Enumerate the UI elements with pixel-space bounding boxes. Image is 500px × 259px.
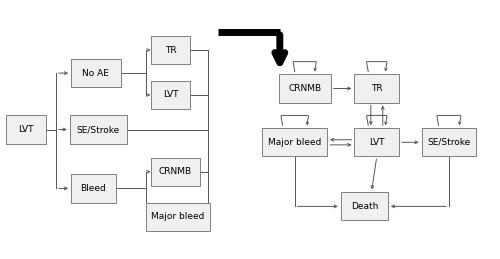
Text: LVT: LVT (18, 125, 34, 134)
Text: No AE: No AE (82, 69, 110, 78)
FancyBboxPatch shape (278, 74, 331, 103)
FancyBboxPatch shape (150, 36, 190, 64)
FancyBboxPatch shape (70, 116, 127, 143)
Text: CRNMB: CRNMB (288, 84, 322, 93)
FancyBboxPatch shape (354, 74, 399, 103)
Text: CRNMB: CRNMB (159, 167, 192, 176)
FancyBboxPatch shape (340, 192, 388, 220)
FancyBboxPatch shape (6, 116, 46, 143)
Text: TR: TR (164, 46, 176, 55)
Text: Major bleed: Major bleed (151, 212, 204, 221)
FancyBboxPatch shape (146, 203, 210, 231)
Text: Bleed: Bleed (80, 184, 106, 193)
FancyBboxPatch shape (71, 59, 120, 87)
FancyBboxPatch shape (422, 128, 476, 156)
FancyBboxPatch shape (262, 128, 327, 156)
Text: SE/Stroke: SE/Stroke (428, 138, 470, 147)
FancyBboxPatch shape (150, 81, 190, 109)
Text: Death: Death (350, 202, 378, 211)
Text: LVT: LVT (369, 138, 384, 147)
Text: LVT: LVT (162, 90, 178, 99)
Text: SE/Stroke: SE/Stroke (76, 125, 120, 134)
FancyBboxPatch shape (71, 174, 116, 203)
Text: Major bleed: Major bleed (268, 138, 322, 147)
Text: TR: TR (371, 84, 382, 93)
FancyBboxPatch shape (354, 128, 399, 156)
FancyBboxPatch shape (150, 158, 200, 186)
